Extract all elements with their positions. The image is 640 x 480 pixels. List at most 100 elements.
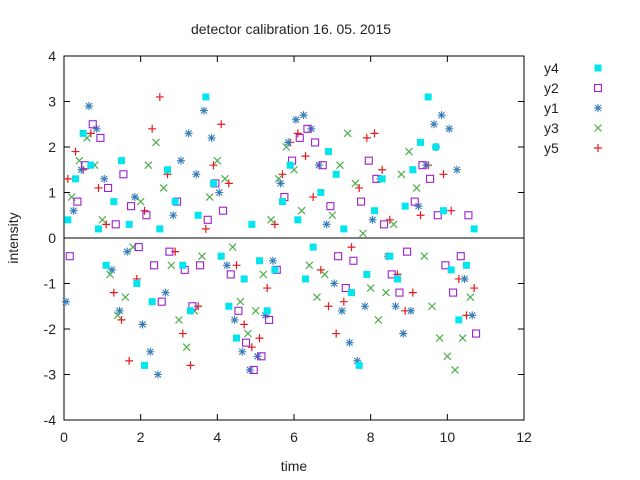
point-y4-44: [401, 202, 409, 210]
point-y3-7: [121, 293, 130, 302]
y-tick-label-4: 0: [48, 230, 56, 246]
point-y5-35: [332, 329, 341, 338]
y-tick-label-1: -3: [44, 367, 57, 383]
point-y4-2: [79, 129, 87, 137]
point-y5-23: [240, 320, 249, 329]
point-y4-14: [171, 198, 179, 206]
point-y2-36: [341, 283, 350, 293]
legend-marker-y1: [594, 104, 602, 112]
point-y5-15: [178, 329, 187, 338]
series-y1: [61, 102, 477, 379]
point-y1-37: [345, 338, 354, 347]
point-y3-30: [297, 206, 306, 215]
point-y4-48: [432, 143, 440, 151]
point-y3-32: [313, 293, 321, 302]
point-y5-18: [201, 224, 210, 233]
point-y1-23: [238, 347, 247, 356]
point-y3-10: [144, 161, 153, 170]
point-y4-51: [455, 316, 463, 324]
point-y2-34: [326, 202, 335, 211]
x-tick-label-0: 0: [60, 429, 68, 445]
point-y1-31: [299, 111, 308, 120]
point-y4-3: [87, 161, 95, 169]
legend-marker-y2: [593, 83, 603, 93]
point-y4-32: [309, 243, 317, 251]
point-y2-3: [88, 120, 97, 129]
point-y4-34: [325, 148, 332, 156]
point-y5-27: [270, 220, 279, 229]
point-y4-42: [386, 252, 394, 260]
point-y5-25: [255, 334, 264, 343]
point-y1-26: [261, 311, 270, 320]
point-y3-51: [458, 334, 467, 343]
point-y2-47: [426, 174, 435, 183]
point-y2-44: [403, 247, 412, 256]
point-y2-51: [456, 252, 465, 261]
point-y4-0: [64, 216, 72, 224]
point-y2-25: [257, 352, 266, 361]
point-y1-21: [222, 261, 231, 270]
point-y3-9: [136, 197, 145, 206]
point-y4-12: [156, 225, 164, 233]
point-y2-30: [295, 133, 304, 142]
point-y5-28: [278, 170, 287, 179]
point-y3-25: [259, 270, 268, 279]
point-y4-25: [256, 257, 263, 265]
point-y5-40: [370, 129, 379, 138]
legend-label-y3: y3: [544, 120, 559, 136]
point-y2-32: [311, 138, 320, 147]
point-y1-46: [414, 202, 423, 211]
point-y2-5: [104, 183, 113, 192]
point-y4-7: [118, 157, 125, 165]
point-y1-51: [452, 165, 461, 174]
point-y4-6: [110, 198, 118, 206]
point-y3-21: [228, 243, 237, 252]
point-y4-43: [394, 275, 401, 283]
y-tick-label-7: 3: [48, 94, 56, 110]
point-y1-27: [268, 256, 277, 265]
point-y3-46: [420, 252, 429, 261]
x-tick-label-3: 6: [290, 429, 298, 445]
point-y5-10: [140, 206, 149, 215]
point-y4-27: [271, 266, 279, 274]
point-y5-11: [148, 124, 157, 133]
point-y5-19: [209, 161, 218, 170]
series-y4: [64, 93, 478, 369]
point-y4-50: [447, 266, 455, 274]
point-y1-45: [406, 306, 415, 315]
point-y4-53: [470, 225, 478, 233]
point-y3-31: [305, 261, 314, 270]
point-y3-35: [336, 161, 344, 170]
point-y3-41: [382, 288, 390, 297]
point-y3-45: [412, 184, 421, 192]
point-y3-52: [466, 293, 475, 302]
point-y5-14: [171, 247, 180, 256]
point-y2-18: [203, 215, 212, 224]
point-y4-37: [348, 289, 355, 297]
point-y2-49: [441, 261, 450, 270]
point-y5-12: [155, 92, 164, 101]
point-y5-36: [339, 297, 348, 306]
point-y2-41: [380, 220, 389, 229]
point-y3-11: [152, 138, 160, 147]
point-y1-2: [77, 165, 86, 174]
point-y2-4: [96, 133, 105, 142]
point-y3-34: [328, 211, 337, 220]
point-y4-31: [302, 275, 309, 283]
point-y3-49: [443, 352, 452, 361]
point-y4-28: [279, 198, 286, 206]
point-y3-12: [159, 184, 168, 192]
point-y5-41: [378, 165, 387, 174]
y-tick-label-6: 2: [48, 139, 56, 155]
point-y2-39: [364, 156, 373, 165]
point-y3-23: [244, 329, 252, 338]
point-y4-35: [332, 170, 340, 178]
point-y5-22: [232, 261, 241, 270]
point-y5-16: [186, 361, 195, 370]
point-y1-13: [161, 288, 170, 297]
point-y3-19: [213, 156, 222, 165]
point-y5-53: [470, 284, 479, 293]
point-y1-16: [184, 129, 193, 138]
point-y5-49: [439, 170, 448, 179]
